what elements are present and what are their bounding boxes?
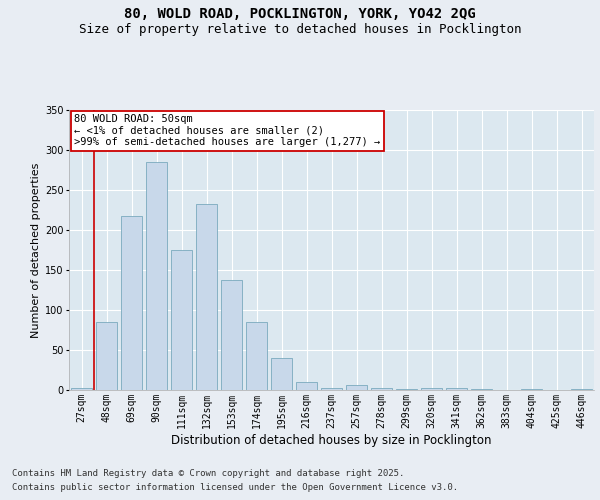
- Bar: [346, 385, 367, 390]
- Bar: [71, 388, 92, 390]
- Bar: [296, 382, 317, 390]
- Text: Size of property relative to detached houses in Pocklington: Size of property relative to detached ho…: [79, 22, 521, 36]
- Bar: [321, 388, 342, 390]
- Bar: [371, 388, 392, 390]
- Bar: [121, 216, 142, 390]
- Bar: [521, 389, 542, 390]
- Bar: [146, 162, 167, 390]
- Bar: [271, 358, 292, 390]
- X-axis label: Distribution of detached houses by size in Pocklington: Distribution of detached houses by size …: [171, 434, 492, 446]
- Text: Contains HM Land Registry data © Crown copyright and database right 2025.: Contains HM Land Registry data © Crown c…: [12, 468, 404, 477]
- Bar: [196, 204, 217, 390]
- Bar: [471, 389, 492, 390]
- Bar: [96, 322, 117, 390]
- Bar: [246, 322, 267, 390]
- Bar: [571, 389, 592, 390]
- Bar: [221, 280, 242, 390]
- Bar: [396, 389, 417, 390]
- Y-axis label: Number of detached properties: Number of detached properties: [31, 162, 41, 338]
- Bar: [446, 388, 467, 390]
- Text: Contains public sector information licensed under the Open Government Licence v3: Contains public sector information licen…: [12, 484, 458, 492]
- Bar: [421, 388, 442, 390]
- Text: 80 WOLD ROAD: 50sqm
← <1% of detached houses are smaller (2)
>99% of semi-detach: 80 WOLD ROAD: 50sqm ← <1% of detached ho…: [74, 114, 380, 148]
- Text: 80, WOLD ROAD, POCKLINGTON, YORK, YO42 2QG: 80, WOLD ROAD, POCKLINGTON, YORK, YO42 2…: [124, 8, 476, 22]
- Bar: [171, 250, 192, 390]
